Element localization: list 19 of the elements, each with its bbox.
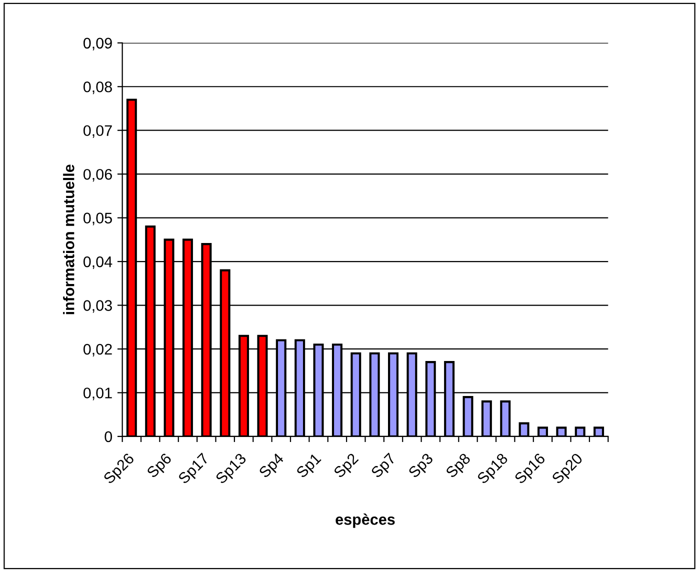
x-tick-label: Sp6 (146, 452, 174, 481)
y-tick-label: 0,05 (83, 212, 112, 226)
y-tick-label: 0,07 (83, 125, 112, 138)
y-tick-label: 0,06 (83, 168, 112, 182)
x-tick-label: Sp2 (332, 452, 361, 481)
y-tick-label: 0,09 (83, 38, 112, 50)
x-tick-label: Sp4 (258, 452, 286, 481)
x-tick-label: Sp7 (370, 452, 398, 481)
y-tick-label: 0,02 (83, 344, 112, 356)
y-tick-label: 0,08 (83, 81, 112, 94)
y-tick-label: 0,04 (83, 256, 112, 270)
y-tick-label: 0 (104, 431, 112, 442)
x-tick-label: Sp8 (445, 452, 474, 481)
x-axis-title: espèces (336, 514, 395, 528)
x-tick-label: Sp1 (296, 452, 324, 481)
y-tick-label: 0,01 (83, 388, 112, 400)
y-axis-title: information mutuelle (63, 164, 74, 314)
y-tick-label: 0,03 (83, 300, 112, 313)
x-tick-label: Sp3 (408, 452, 436, 481)
